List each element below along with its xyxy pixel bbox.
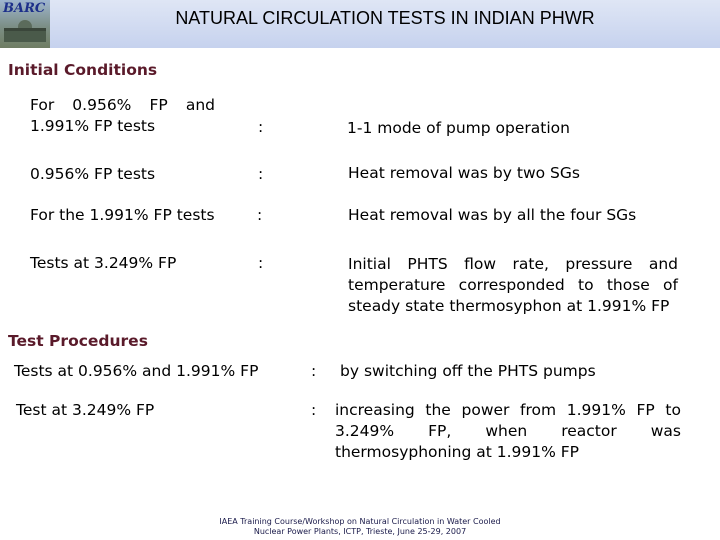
ic-row3-label: For the 1.991% FP tests xyxy=(30,206,215,224)
slide-title: NATURAL CIRCULATION TESTS IN INDIAN PHWR xyxy=(175,8,595,28)
initial-conditions-heading: Initial Conditions xyxy=(8,61,158,79)
tp-row2-label: Test at 3.249% FP xyxy=(16,401,155,419)
ic-row4-colon: : xyxy=(258,254,264,272)
barc-logo: BARC xyxy=(0,0,50,48)
footer-citation: IAEA Training Course/Workshop on Natural… xyxy=(160,517,560,537)
ic-row1-value: 1-1 mode of pump operation xyxy=(347,119,570,137)
footer-line1: IAEA Training Course/Workshop on Natural… xyxy=(219,517,501,526)
logo-dome-shape xyxy=(18,20,32,30)
footer-line2: Nuclear Power Plants, ICTP, Trieste, Jun… xyxy=(253,527,467,536)
ic-row2-colon: : xyxy=(258,165,264,183)
ic-row1-colon: : xyxy=(258,118,264,136)
ic-row4-value: Initial PHTS flow rate, pressure and tem… xyxy=(348,255,678,315)
ic-row2-label: 0.956% FP tests xyxy=(30,165,156,183)
ic-row1-label: For 0.956% FP and 1.991% FP tests xyxy=(30,96,215,135)
tp-row2-colon: : xyxy=(311,401,317,419)
tp-row1-label: Tests at 0.956% and 1.991% FP xyxy=(14,362,259,380)
ic-row3-value: Heat removal was by all the four SGs xyxy=(348,206,637,224)
logo-text: BARC xyxy=(3,1,46,16)
tp-row2-value: increasing the power from 1.991% FP to 3… xyxy=(335,401,681,461)
tp-row1-colon: : xyxy=(311,362,317,380)
ic-row4-label: Tests at 3.249% FP xyxy=(30,254,177,272)
test-procedures-heading: Test Procedures xyxy=(8,332,148,350)
ic-row3-colon: : xyxy=(257,206,263,224)
logo-building-shape xyxy=(4,28,46,42)
header-band xyxy=(0,0,720,48)
ic-row2-value: Heat removal was by two SGs xyxy=(348,164,580,182)
tp-row1-value: by switching off the PHTS pumps xyxy=(340,362,596,380)
